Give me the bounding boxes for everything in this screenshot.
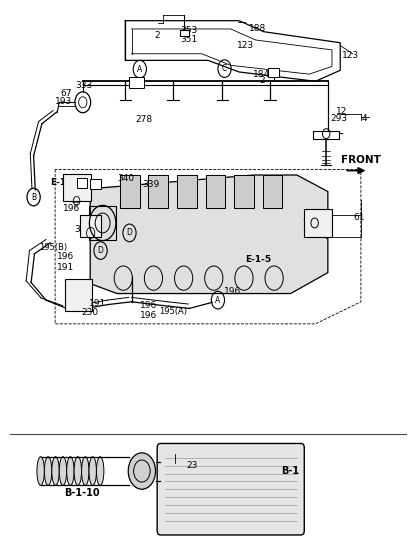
Text: 191: 191 (57, 263, 74, 271)
Text: E-1-5: E-1-5 (50, 178, 77, 187)
Text: 230: 230 (81, 308, 98, 317)
Bar (62, 175, 91, 201)
Ellipse shape (74, 456, 82, 485)
Text: 12: 12 (336, 107, 348, 116)
Ellipse shape (52, 456, 59, 485)
Text: 61: 61 (353, 213, 364, 222)
Text: A: A (137, 65, 142, 74)
Text: 340: 340 (74, 225, 91, 234)
Text: B: B (31, 193, 36, 202)
Ellipse shape (97, 456, 104, 485)
Text: 196: 196 (139, 301, 157, 310)
Bar (77, 178, 87, 188)
Text: 293: 293 (330, 114, 347, 124)
Text: C: C (222, 64, 227, 73)
Text: 2: 2 (155, 31, 161, 40)
Text: 184: 184 (253, 70, 270, 79)
Text: 196: 196 (224, 288, 241, 296)
Text: 351: 351 (181, 35, 198, 44)
Text: FRONT: FRONT (342, 155, 381, 165)
Text: 56: 56 (302, 213, 314, 222)
Bar (313, 131, 339, 139)
Polygon shape (234, 175, 254, 208)
Text: B-1: B-1 (282, 466, 300, 476)
Text: 339: 339 (142, 180, 160, 189)
Ellipse shape (37, 456, 45, 485)
Text: 219: 219 (315, 213, 332, 222)
Text: 188: 188 (249, 24, 266, 33)
Bar (65, 279, 92, 311)
Ellipse shape (82, 456, 89, 485)
Text: 23: 23 (187, 461, 198, 470)
Text: 353: 353 (181, 26, 198, 35)
Text: D: D (126, 228, 132, 238)
Text: 193: 193 (55, 97, 72, 106)
Ellipse shape (89, 456, 97, 485)
Text: A: A (215, 296, 220, 305)
Bar (80, 216, 102, 237)
Text: 67: 67 (60, 90, 72, 99)
Polygon shape (262, 175, 282, 208)
Text: 123: 123 (237, 41, 254, 50)
Polygon shape (120, 175, 140, 208)
Bar (304, 209, 332, 237)
Text: 340: 340 (117, 175, 134, 183)
Polygon shape (90, 175, 328, 294)
Bar (180, 30, 189, 36)
Text: B-1-10: B-1-10 (64, 488, 100, 498)
Text: D: D (98, 246, 104, 255)
Ellipse shape (45, 456, 52, 485)
Text: 65: 65 (71, 197, 82, 206)
Polygon shape (177, 175, 197, 208)
Text: 195(A): 195(A) (159, 307, 187, 316)
FancyBboxPatch shape (157, 443, 304, 535)
Text: 191: 191 (89, 299, 106, 308)
Text: 4: 4 (362, 114, 367, 124)
Text: 2: 2 (259, 76, 265, 85)
Ellipse shape (59, 456, 67, 485)
Text: 196: 196 (63, 204, 80, 213)
Polygon shape (206, 175, 225, 208)
Bar (129, 78, 144, 89)
Text: 196: 196 (139, 311, 157, 320)
Circle shape (128, 453, 156, 489)
Text: 333: 333 (75, 81, 93, 90)
Polygon shape (149, 175, 168, 208)
Bar (268, 68, 280, 78)
Text: 196: 196 (57, 252, 74, 261)
Ellipse shape (67, 456, 74, 485)
Text: 123: 123 (342, 51, 359, 60)
Text: 195(B): 195(B) (39, 243, 67, 252)
Bar (89, 207, 116, 239)
Bar (90, 179, 101, 189)
Text: 278: 278 (135, 115, 153, 125)
Text: E-1-5: E-1-5 (245, 255, 272, 264)
